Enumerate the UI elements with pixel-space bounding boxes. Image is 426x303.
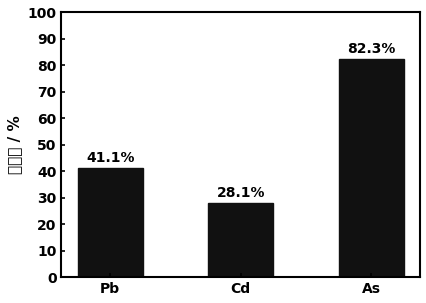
- Bar: [207, 203, 273, 277]
- Bar: [78, 168, 143, 277]
- Bar: [338, 59, 403, 277]
- Text: 41.1%: 41.1%: [86, 151, 134, 165]
- Text: 82.3%: 82.3%: [346, 42, 394, 56]
- Y-axis label: 锑化率 / %: 锑化率 / %: [7, 115, 22, 174]
- Text: 28.1%: 28.1%: [216, 186, 265, 200]
